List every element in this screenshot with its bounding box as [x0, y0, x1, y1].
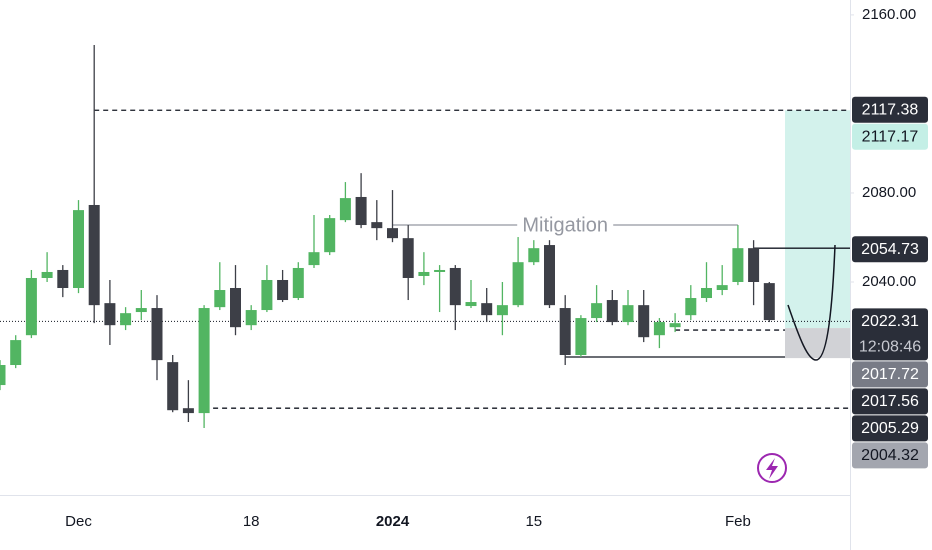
candle-body [25, 277, 37, 336]
candle-body [230, 288, 241, 328]
lightning-icon[interactable] [757, 453, 787, 483]
candle-body [151, 308, 163, 361]
candle-body [575, 318, 587, 356]
y-tick-label: 2160.00 [862, 6, 916, 23]
price-tag-label: 2117.17 [862, 128, 919, 145]
candle-body [339, 198, 351, 221]
candle-body [292, 267, 304, 299]
candle-body [245, 310, 257, 326]
candle-body [716, 285, 728, 291]
projection-curve [787, 244, 836, 361]
stop-zone [785, 328, 850, 359]
price-tag-label: 2054.73 [861, 241, 919, 258]
candle-body [120, 313, 132, 326]
candle-body [434, 269, 446, 272]
price-tag-label: 2022.31 [861, 313, 919, 330]
candle-body [653, 322, 665, 336]
levels-layer: Mitigation [0, 109, 850, 409]
target-zone [785, 110, 850, 329]
y-tick-label: 2080.00 [862, 184, 916, 201]
x-tick-label: Dec [65, 513, 92, 530]
price-tag [852, 123, 928, 150]
candle-body [104, 303, 116, 326]
projection-layer [785, 110, 850, 359]
candle-body [41, 271, 53, 278]
price-tag [852, 388, 928, 415]
candle-body [73, 210, 84, 289]
price-tag [852, 96, 928, 123]
level-label: Mitigation [522, 214, 608, 236]
x-tick-label: Feb [725, 513, 751, 530]
x-tick-label: 15 [525, 513, 542, 530]
candle-body [748, 248, 760, 282]
price-tag [852, 308, 928, 361]
price-tag-label: 2117.38 [862, 101, 919, 118]
candle-body [10, 340, 22, 366]
candles-layer [0, 44, 775, 429]
candle-body [496, 305, 508, 316]
candle-body [685, 298, 697, 316]
candle-body [449, 267, 461, 306]
candle-body [512, 262, 524, 306]
candle-body [0, 365, 6, 386]
candle-body [669, 323, 681, 328]
price-tag-label: 2017.72 [861, 366, 919, 383]
candle-body [371, 222, 383, 229]
candle-body [638, 305, 650, 338]
candle-body [135, 308, 147, 313]
candle-body [214, 290, 226, 308]
price-tag [852, 415, 928, 442]
candle-body [324, 218, 336, 253]
candle-body [355, 196, 367, 226]
candle-body [606, 300, 618, 323]
candle-body [182, 408, 194, 414]
candle-body [261, 279, 273, 311]
y-tick-label: 2040.00 [862, 273, 916, 290]
candle-body [559, 308, 571, 356]
x-tick-label: 18 [243, 513, 260, 530]
countdown: 12:08:46 [859, 339, 921, 356]
axes-layer: 2160.00 2080.00 2040.00 Dec 18 2024 15 Feb 2117.… [65, 6, 928, 530]
price-tag [852, 236, 928, 263]
candle-body [387, 228, 398, 239]
candle-body [418, 271, 430, 276]
x-tick-label: 2024 [376, 513, 410, 530]
price-tag-label: 2017.56 [861, 393, 919, 410]
candle-body [544, 245, 555, 306]
candle-body [88, 204, 100, 306]
price-tag-label: 2005.29 [861, 420, 919, 437]
price-tag-label: 2004.32 [861, 447, 919, 464]
candle-body [763, 283, 775, 321]
candle-body [198, 308, 210, 414]
candle-body [528, 248, 540, 263]
price-tag [852, 442, 928, 469]
candle-body [57, 269, 69, 289]
candle-body [591, 303, 603, 319]
candle-body [167, 362, 179, 411]
candle-body [732, 248, 744, 282]
candle-body [701, 288, 712, 299]
candle-body [481, 303, 493, 316]
price-tag [852, 361, 928, 388]
candle-body [402, 238, 414, 278]
candle-body [465, 302, 477, 307]
candle-body [308, 252, 320, 266]
candle-body [277, 279, 289, 301]
candle-body [622, 305, 634, 323]
